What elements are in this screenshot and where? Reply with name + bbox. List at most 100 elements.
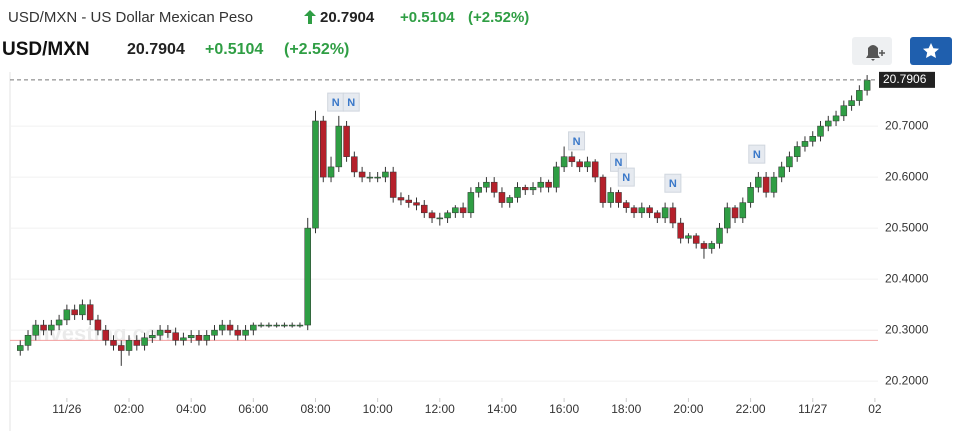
candle-body xyxy=(452,207,459,214)
candle-body xyxy=(801,141,809,147)
candle-body xyxy=(180,337,187,341)
candle-body xyxy=(817,125,824,137)
candle-body xyxy=(281,324,288,327)
news-marker xyxy=(664,173,682,193)
header-price: 20.7904 xyxy=(320,9,375,26)
candle-body xyxy=(553,166,560,188)
candle-body xyxy=(724,207,731,229)
candle-body xyxy=(545,181,552,188)
candle-body xyxy=(296,324,304,327)
candle-body xyxy=(102,329,109,341)
candle-body xyxy=(498,192,506,203)
candle-body xyxy=(250,324,257,331)
candle-body xyxy=(654,212,661,219)
candle-body xyxy=(320,120,327,178)
candle-body xyxy=(856,90,863,101)
candle-body xyxy=(219,324,226,331)
x-tick-label: 22:00 xyxy=(736,402,766,416)
candle-body xyxy=(40,324,47,331)
candle-body xyxy=(382,171,389,178)
candle-body xyxy=(71,309,78,316)
plot: Investing.com20.200020.300020.400020.500… xyxy=(10,71,935,416)
candle-body xyxy=(164,329,172,333)
alert-button[interactable] xyxy=(852,37,892,65)
candle-body xyxy=(226,324,234,331)
candle-body xyxy=(716,227,723,244)
candle-body xyxy=(809,136,816,142)
candle-body xyxy=(770,176,778,193)
price: 20.7904 xyxy=(127,41,185,58)
candle-body xyxy=(366,176,374,179)
candle-body xyxy=(638,207,646,214)
news-marker-label: N xyxy=(347,97,355,109)
candle-body xyxy=(584,161,591,168)
candle-body xyxy=(335,125,343,168)
candle-body xyxy=(848,100,855,106)
candle-body xyxy=(762,176,770,193)
candle-body xyxy=(405,199,412,203)
candle-body xyxy=(840,105,848,117)
y-tick-label: 20.6000 xyxy=(885,169,929,183)
candle-body xyxy=(568,156,576,163)
candle-body xyxy=(459,207,467,214)
candle-body xyxy=(646,207,653,214)
candle-body xyxy=(343,125,350,157)
candle-body xyxy=(351,156,358,173)
candle-body xyxy=(195,334,203,341)
candle-body xyxy=(187,334,195,339)
candle-body xyxy=(685,235,692,239)
candle-body xyxy=(607,192,614,203)
candle-body xyxy=(739,202,747,219)
candle-body xyxy=(747,187,754,203)
candle-body xyxy=(118,345,125,351)
candle-body xyxy=(257,324,265,327)
x-tick-label: 02 xyxy=(868,402,882,416)
candle-body xyxy=(141,337,148,346)
candle-body xyxy=(428,212,436,219)
candle-body xyxy=(110,340,117,346)
candle-body xyxy=(467,192,475,214)
news-marker-label: N xyxy=(753,149,761,161)
candle-body xyxy=(436,217,444,220)
candle-body xyxy=(242,329,249,336)
x-tick-label: 08:00 xyxy=(300,402,330,416)
x-tick-label: 18:00 xyxy=(611,402,641,416)
candle-body xyxy=(483,181,490,188)
candle-body xyxy=(397,197,405,201)
candle-body xyxy=(623,202,630,208)
candle-body xyxy=(490,181,498,193)
candle-body xyxy=(731,207,739,219)
change: +0.5104 xyxy=(205,41,263,58)
candle-body xyxy=(786,156,793,168)
candle-body xyxy=(374,176,381,179)
candle-body xyxy=(94,319,102,331)
y-tick-label: 20.4000 xyxy=(885,271,929,285)
x-tick-label: 16:00 xyxy=(549,402,579,416)
candle-body xyxy=(755,176,762,188)
x-tick-label: 11/27 xyxy=(798,402,827,416)
x-tick-label: 14:00 xyxy=(487,402,517,416)
x-tick-label: 10:00 xyxy=(363,402,393,416)
candle-body xyxy=(514,187,521,198)
candle-body xyxy=(234,329,242,336)
candle-body xyxy=(149,334,156,339)
candle-body xyxy=(506,197,513,203)
candle-body xyxy=(793,146,801,157)
candle-body xyxy=(413,202,420,206)
candle-body xyxy=(358,171,366,178)
candle-body xyxy=(156,329,164,336)
x-tick-label: 02:00 xyxy=(114,402,144,416)
candle-body xyxy=(591,161,599,178)
y-tick-label: 20.7000 xyxy=(885,118,929,132)
candle-body xyxy=(265,324,273,327)
y-tick-label: 20.5000 xyxy=(885,220,929,234)
candle-body xyxy=(32,324,40,336)
watchlist-button[interactable] xyxy=(910,37,952,65)
candle-body xyxy=(825,120,832,127)
candle-body xyxy=(708,243,715,249)
candle-body xyxy=(444,212,451,219)
candle-body xyxy=(692,235,700,244)
candle-body xyxy=(661,207,669,219)
candle-body xyxy=(172,332,179,341)
